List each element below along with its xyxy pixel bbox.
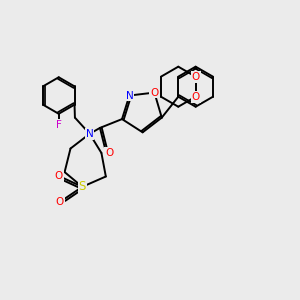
Text: N: N [86,129,94,139]
Text: F: F [56,120,62,130]
Text: O: O [191,72,200,82]
Text: O: O [55,171,63,181]
Text: O: O [191,92,200,102]
Text: O: O [150,88,158,98]
Text: O: O [105,148,113,158]
Text: S: S [79,180,86,193]
Text: O: O [56,197,64,207]
Text: N: N [125,91,133,100]
